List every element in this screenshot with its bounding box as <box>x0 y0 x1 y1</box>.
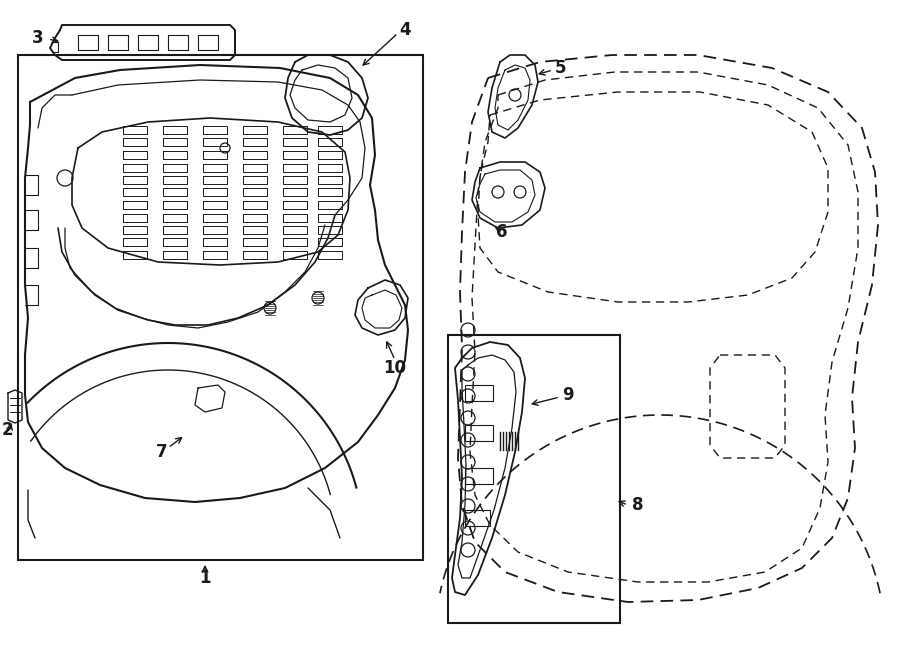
Bar <box>465 385 493 401</box>
Text: 5: 5 <box>554 59 566 77</box>
Text: 2: 2 <box>1 421 13 439</box>
Text: 3: 3 <box>32 29 44 47</box>
Text: 10: 10 <box>383 359 407 377</box>
Bar <box>465 425 493 441</box>
Bar <box>465 510 490 526</box>
Text: 9: 9 <box>562 386 574 404</box>
Bar <box>448 335 620 623</box>
Text: 4: 4 <box>400 21 410 39</box>
Bar <box>18 55 423 560</box>
Text: 1: 1 <box>199 569 211 587</box>
Text: 8: 8 <box>632 496 644 514</box>
Text: 7: 7 <box>157 443 167 461</box>
Bar <box>465 468 493 484</box>
Text: 6: 6 <box>496 223 508 241</box>
